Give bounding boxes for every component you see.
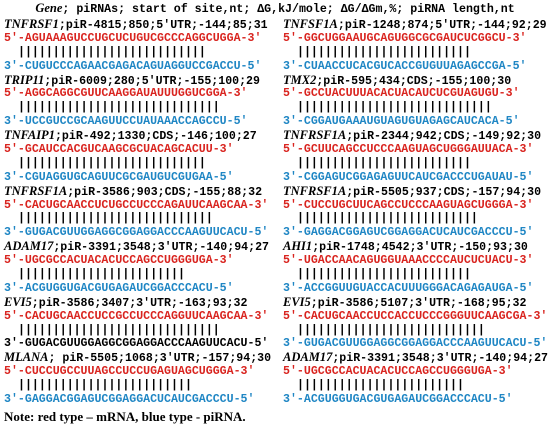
- entry-info: ;piR-595;434;CDS;-155;100;30: [316, 74, 512, 88]
- column: TNFRSF1;piR-4815;850;5'UTR;-144;85;31 5'-…: [4, 17, 272, 407]
- base-pairs: ||||||||||||||||||||||||||||: [297, 101, 492, 115]
- base-pairs: |||||||||||||||||||||||||||||: [18, 101, 220, 115]
- mrna-sequence: 5'-GCAUCCACGUCAAGCGCUACAGCACUU-3': [4, 143, 234, 157]
- gene-name: TMX2: [283, 72, 317, 87]
- entry-title: EVI5;piR-3586;5107;3'UTR;-168;95;32: [283, 294, 548, 310]
- entry-title: TNFRSF1A;piR-3586;903;CDS;-155;88;32: [4, 183, 271, 199]
- base-pairs: |||||||||||||||||||||||||: [297, 268, 471, 282]
- entry-title: TRIP11;piR-6009;280;5'UTR;-155;100;29: [4, 72, 271, 88]
- pirna-sequence: 3'-CUGUCCCAGAACGAGACAGUAGGUCCGACCU-5': [4, 59, 262, 73]
- base-pairs: |||||||||||||||||||||||||||: [18, 45, 206, 59]
- entry-info: ;piR-1748;4542;3'UTR;-150;93;30: [312, 241, 528, 255]
- entry-info: ;piR-1248;874;5'UTR;-144;92;29: [337, 19, 547, 32]
- mrna-sequence: 5'-UGCGCCACUACACUCCAGCCUGGGUGA-3': [283, 365, 513, 379]
- entry-title: EVI5;piR-3586;3407;3'UTR;-163;93;32: [4, 294, 271, 310]
- column: TNFSF1A;piR-1248;874;5'UTR;-144;92;29 5'-…: [283, 17, 549, 407]
- gene-name: TNFRSF1: [4, 17, 59, 31]
- gene-name: TNFRSF1A: [283, 183, 347, 198]
- mrna-sequence: 5'-CUCCUGCCUUAGCCUCCUGAGUAGCUGGGA-3': [4, 365, 255, 379]
- mrna-sequence: 5'-AGGCAGGCGUUCAAGGAUAUUUGGUCGGA-3': [4, 87, 248, 101]
- pirna-sequence: 3'-CUAACCUCACGUCACCGUGUUAGAGCCGA-5': [283, 59, 527, 73]
- base-pairs: ||||||||||||||||||||||||: [18, 268, 185, 282]
- header-text: ; piRNAs; start of site,nt; ΔG,kJ/mole; …: [62, 3, 515, 16]
- entry-title: MLANA; piR-5505;1068;3'UTR;-157;94;30: [4, 350, 272, 366]
- pirna-sequence: 3'-ACCGGUUGUACCACUUUGGGACAGAGAUGA-5': [283, 281, 534, 295]
- entry-info: ;piR-4815;850;5'UTR;-144;85;31: [58, 19, 268, 32]
- entry-title: ADAM17;piR-3391;3548;3'UTR;-140;94;27: [283, 350, 549, 366]
- header: Gene; piRNAs; start of site,nt; ΔG,kJ/mo…: [0, 1, 550, 17]
- entry-title: TNFRSF1A;piR-5505;937;CDS;-157;94;30: [283, 183, 548, 199]
- gene-name: TNFRSF1A: [4, 183, 68, 198]
- entry-title: TNFRSF1;piR-4815;850;5'UTR;-144;85;31: [4, 17, 271, 32]
- gene-name: ADAM17: [283, 350, 333, 365]
- mrna-sequence: 5'-AGUAAAGUCCUGCUCUGUCGCCCAGGCUGGA-3': [4, 31, 262, 45]
- pirna-sequence: 3'-CGGAGUCGGAGAGUUCAUCGACCCUGAUAU-5': [283, 170, 534, 184]
- entry-info: ; piR-5505;1068;3'UTR;-157;94;30: [48, 352, 272, 366]
- entry-info: ;piR-3586;3407;3'UTR;-163;93;32: [31, 296, 248, 310]
- base-pairs: |||||||||||||||||||||||||: [297, 156, 471, 170]
- entry-info: ;piR-492;1330;CDS;-146;100;27: [54, 130, 257, 144]
- pirna-sequence: 3'-GAGGACGGAGUCGGAGGACUCAUCGACCCU-5': [283, 226, 534, 240]
- mrna-sequence: 5'-CACUGCAACCUCUGCCUCCCAGAUUCAAGCAA-3': [4, 198, 269, 212]
- gene-name: EVI5: [283, 294, 311, 309]
- mrna-sequence: 5'-UGCGCCACUACACUCCAGCCUGGGUGA-3': [4, 254, 234, 268]
- gene-name: TNFRSF1A: [283, 128, 347, 143]
- mrna-sequence: 5'-GCCUACUUUACACUACAUCUCGUAGUGU-3': [283, 87, 520, 101]
- base-pairs: |||||||||||||||||||||||||||: [18, 156, 206, 170]
- entry-title: TNFRSF1A;piR-2344;942;CDS;-149;92;30: [283, 128, 548, 144]
- base-pairs: ||||||||||||||||||||||||||: [297, 212, 478, 226]
- pirna-sequence: 3'-GAGGACGGAGUCGGAGGACUCAUCGACCCU-5': [4, 393, 255, 407]
- entry-info: ;piR-2344;942;CDS;-149;92;30: [346, 130, 542, 144]
- gene-name: AHI1: [283, 239, 313, 254]
- gene-name: TRIP11: [4, 72, 45, 87]
- base-pairs: |||||||||||||||||||||||||: [297, 45, 471, 59]
- pirna-sequence: 3'-CGGAUGAAAUGUAGUGUAGAGCAUCACA-5': [283, 115, 520, 129]
- header-gene: Gene: [35, 1, 63, 15]
- mrna-sequence: 5'-CUCCUGCUUCAGCCUCCCAAGUAGCUGGGA-3': [283, 198, 534, 212]
- pirna-sequence: 3'-CGUAGGUGCAGUUCGCGAUGUCGUGAA-5': [4, 170, 234, 184]
- entry-info: ;piR-3391;3548;3'UTR;-140;94;27: [53, 241, 270, 255]
- entry-info: ;piR-3391;3548;3'UTR;-140;94;27: [332, 352, 549, 366]
- note: Note: red type – mRNA, blue type - piRNA…: [4, 409, 246, 424]
- pirna-sequence: 3'-GUGACGUUGGAGGCGGAGGACCCAAGUUCACU-5': [4, 226, 269, 240]
- base-pairs: |||||||||||||||||||||||||: [18, 379, 192, 393]
- mrna-sequence: 5'-UGACCAACAGUGGUAAACCCCAUCUCUACU-3': [283, 254, 534, 268]
- gene-name: ADAM17: [4, 239, 54, 254]
- pirna-sequence: 3'-UCCGUCCGCAAGUUCCUAUAAACCAGCCU-5': [4, 115, 248, 129]
- pirna-sequence: 3'-ACGUGGUGACGUGAGAUCGGACCCACU-5': [283, 393, 513, 407]
- mrna-sequence: 5'-GCUUCAGCCUCCCAAGUAGCUGGGAUUACA-3': [283, 143, 534, 157]
- gene-name: MLANA: [4, 350, 49, 365]
- pirna-sequence: 3'-GUGACGUUGGAGGCGGAGGACCCAAGUUCACU-5': [4, 337, 269, 351]
- gene-name: EVI5: [4, 294, 32, 309]
- gene-name: TNFAIP1: [4, 128, 55, 143]
- entry-title: ADAM17;piR-3391;3548;3'UTR;-140;94;27: [4, 239, 271, 255]
- mrna-sequence: 5'-CACUGCAACCUCCACCUCCCGGGUUCAAGCGA-3': [283, 309, 548, 323]
- base-pairs: ||||||||||||||||||||||||||||: [18, 212, 213, 226]
- pirna-sequence: 3'-GUGACGUUGGAGGCGGAGGACCCAAGUUCACU-5': [283, 337, 548, 351]
- base-pairs: ||||||||||||||||||||||||: [297, 379, 464, 393]
- mrna-sequence: 5'-GGCUGGAAUGCAGUGGCGCGAUCUCGGCU-3': [283, 31, 527, 45]
- entry-info: ;piR-6009;280;5'UTR;-155;100;29: [44, 74, 260, 88]
- base-pairs: |||||||||||||||||||||||||||: [297, 323, 485, 337]
- entry-title: TMX2;piR-595;434;CDS;-155;100;30: [283, 72, 548, 88]
- entry-info: ;piR-3586;903;CDS;-155;88;32: [67, 185, 263, 199]
- mrna-sequence: 5'-CACUGCAACCUCCGCCUCCCAGGUUCAAGCAA-3': [4, 309, 269, 323]
- gene-name: TNFSF1A: [283, 17, 338, 31]
- entry-title: TNFSF1A;piR-1248;874;5'UTR;-144;92;29: [283, 17, 548, 32]
- entry-title: TNFAIP1;piR-492;1330;CDS;-146;100;27: [4, 128, 271, 144]
- base-pairs: |||||||||||||||||||||||||||||: [18, 323, 220, 337]
- pirna-sequence: 3'-ACGUGGUGACGUGAGAUCGGACCCACU-5': [4, 281, 234, 295]
- entry-info: ;piR-5505;937;CDS;-157;94;30: [346, 185, 542, 199]
- entry-info: ;piR-3586;5107;3'UTR;-168;95;32: [310, 296, 527, 310]
- entry-title: AHI1;piR-1748;4542;3'UTR;-150;93;30: [283, 239, 548, 255]
